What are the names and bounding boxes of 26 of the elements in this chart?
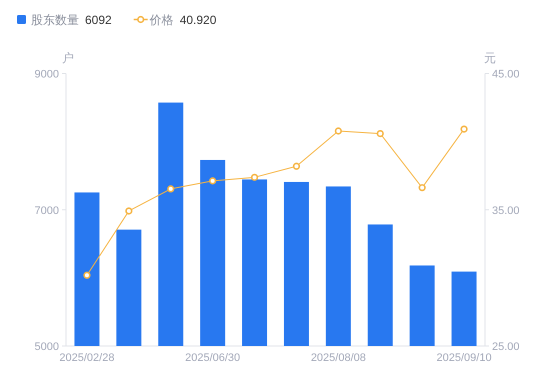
- x-tick-label: 2025/06/30: [185, 352, 240, 364]
- point: [250, 174, 258, 181]
- point: [460, 125, 468, 133]
- text: 40.920: [180, 13, 217, 27]
- y2-axis-title: 元: [484, 51, 496, 65]
- point: [125, 207, 132, 215]
- point: [167, 185, 174, 193]
- point: [292, 162, 300, 170]
- point: [334, 127, 342, 135]
- x-tick-label: 2025/02/28: [59, 352, 114, 364]
- text: 6092: [85, 13, 112, 27]
- y-axis-title: 户: [62, 51, 74, 65]
- point: [209, 177, 216, 184]
- y-tick-label: 9000: [34, 68, 59, 80]
- y-tick-label: 5000: [34, 341, 59, 353]
- y2-tick-label: 45.00: [492, 68, 520, 80]
- legend-label: 价格: [148, 13, 174, 27]
- point: [418, 184, 426, 192]
- x-tick-label: 2025/08/08: [310, 352, 366, 364]
- y-tick-label: 7000: [34, 204, 59, 217]
- x-tick-label: 2025/09/10: [436, 352, 492, 364]
- y2-tick-label: 25.00: [492, 341, 520, 353]
- y2-tick-label: 35.00: [492, 204, 520, 217]
- point: [376, 130, 384, 138]
- point: [83, 272, 91, 279]
- legend-label: 股东数量: [31, 13, 79, 27]
